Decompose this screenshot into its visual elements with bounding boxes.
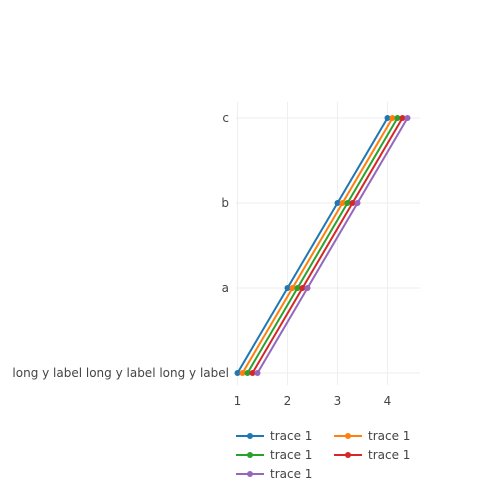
legend-label: trace 1 xyxy=(270,429,312,443)
legend-label: trace 1 xyxy=(368,429,410,443)
series-3 xyxy=(249,115,406,376)
data-point xyxy=(234,370,241,376)
data-point xyxy=(284,285,291,291)
legend-item-1[interactable]: trace 1 xyxy=(334,429,410,443)
series-1 xyxy=(239,115,396,376)
x-axis-tick-labels: 1 2 3 4 xyxy=(234,394,392,408)
legend-swatch-marker xyxy=(247,433,253,439)
series-line-2 xyxy=(246,117,399,374)
data-point xyxy=(349,200,356,206)
legend-label: trace 1 xyxy=(270,467,312,481)
series-line-4 xyxy=(256,117,409,374)
y-tick-label: c xyxy=(222,111,229,125)
legend-item-2[interactable]: trace 1 xyxy=(236,448,312,462)
data-point xyxy=(389,115,396,121)
x-tick-label: 4 xyxy=(384,394,392,408)
legend-item-3[interactable]: trace 1 xyxy=(334,448,410,462)
data-point xyxy=(254,370,261,376)
grid xyxy=(236,102,420,385)
x-tick-label: 2 xyxy=(284,394,292,408)
x-tick-label: 1 xyxy=(234,394,242,408)
legend-swatch-marker xyxy=(247,471,253,477)
data-point xyxy=(299,285,306,291)
legend-label: trace 1 xyxy=(270,448,312,462)
series-line-3 xyxy=(251,117,404,374)
data-point xyxy=(239,370,246,376)
y-tick-label: a xyxy=(222,281,229,295)
legend[interactable]: trace 1 trace 1 trace 1 trace 1 trace 1 xyxy=(236,429,410,481)
legend-swatch-marker xyxy=(345,433,351,439)
y-tick-label: b xyxy=(221,196,229,210)
data-point xyxy=(339,200,346,206)
legend-item-4[interactable]: trace 1 xyxy=(236,467,312,481)
data-point xyxy=(344,200,351,206)
series-line-0 xyxy=(236,117,389,374)
data-point xyxy=(354,200,361,206)
data-point xyxy=(244,370,251,376)
data-point xyxy=(334,200,341,206)
series-4 xyxy=(254,115,411,376)
series-0 xyxy=(234,115,391,376)
legend-swatch-marker xyxy=(345,452,351,458)
data-point xyxy=(294,285,301,291)
x-tick-label: 3 xyxy=(334,394,342,408)
y-tick-label: long y label long y label long y label xyxy=(12,366,229,380)
data-point xyxy=(304,285,311,291)
data-point xyxy=(404,115,411,121)
y-axis-tick-labels: long y label long y label long y label a b… xyxy=(12,111,229,380)
series-line-1 xyxy=(241,117,394,374)
data-point xyxy=(384,115,391,121)
data-point xyxy=(289,285,296,291)
legend-swatch-marker xyxy=(247,452,253,458)
data-point xyxy=(399,115,406,121)
data-point xyxy=(394,115,401,121)
legend-label: trace 1 xyxy=(368,448,410,462)
series-2 xyxy=(244,115,401,376)
legend-item-0[interactable]: trace 1 xyxy=(236,429,312,443)
data-point xyxy=(249,370,256,376)
series-lines xyxy=(234,115,411,376)
